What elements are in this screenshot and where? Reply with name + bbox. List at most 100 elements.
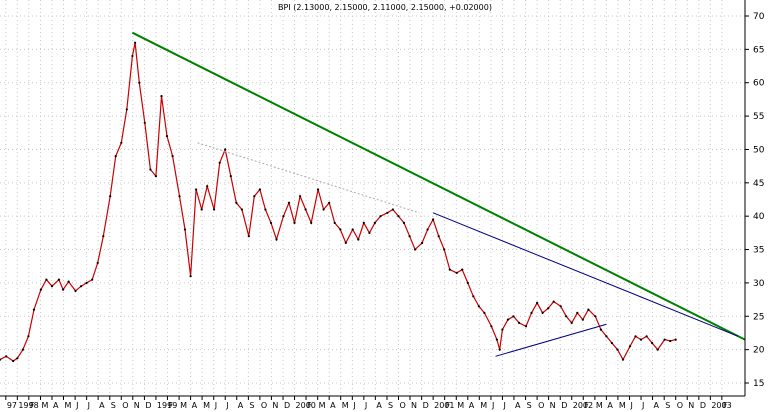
trendline xyxy=(432,212,739,337)
price-point xyxy=(656,348,659,351)
x-tick-label: F xyxy=(307,401,312,410)
price-point xyxy=(57,278,61,281)
price-point xyxy=(426,228,429,231)
trendline xyxy=(495,323,607,357)
price-point xyxy=(5,355,8,358)
x-tick-label: A xyxy=(376,401,382,410)
x-tick-label: M xyxy=(41,401,48,410)
price-point xyxy=(616,348,619,351)
price-point xyxy=(536,301,539,304)
x-tick-label: F xyxy=(446,401,451,410)
price-point xyxy=(160,95,163,98)
price-point xyxy=(576,311,579,314)
price-point xyxy=(310,221,313,224)
x-tick-label: 97 xyxy=(7,401,17,410)
price-point xyxy=(483,311,486,314)
x-tick-label: S xyxy=(388,401,393,410)
price-point xyxy=(368,231,371,234)
price-point xyxy=(339,228,342,231)
price-point xyxy=(264,208,267,211)
x-tick-label: N xyxy=(688,401,694,410)
price-point xyxy=(559,305,562,308)
price-point xyxy=(304,208,307,211)
x-tick-label: 2000 xyxy=(296,401,316,410)
price-point xyxy=(432,218,435,221)
price-point xyxy=(322,208,325,211)
x-tick-label: 1999 xyxy=(157,401,177,410)
x-tick-label: J xyxy=(641,401,644,410)
price-point xyxy=(206,185,209,188)
x-tick-label: A xyxy=(99,401,105,410)
price-point xyxy=(109,195,112,198)
price-point xyxy=(498,348,501,351)
x-tick-label: O xyxy=(122,401,128,410)
y-tick-label: 50 xyxy=(753,145,765,155)
x-tick-label: A xyxy=(607,401,613,410)
price-point xyxy=(0,358,2,361)
x-tick-label: F xyxy=(584,401,589,410)
x-tick-label: D xyxy=(423,401,429,410)
price-point xyxy=(587,308,590,311)
price-point xyxy=(114,155,117,158)
x-tick-label: N xyxy=(550,401,556,410)
price-point xyxy=(552,300,555,303)
x-tick-label: A xyxy=(192,401,198,410)
x-tick-label: 2002 xyxy=(573,401,593,410)
price-point xyxy=(524,325,528,328)
price-point xyxy=(472,295,475,298)
price-point xyxy=(408,235,411,238)
price-point xyxy=(67,280,70,283)
price-point xyxy=(183,228,187,231)
x-tick-label: M xyxy=(457,401,464,410)
price-point xyxy=(455,271,458,274)
chart-title: BPI (2.13000, 2.15000, 2.11000, 2.15000,… xyxy=(278,3,492,12)
y-axis-ticks: 15 20 25 30 35 40 45 50 55 60 65 70 xyxy=(745,12,765,389)
price-point xyxy=(594,315,597,318)
x-tick-label: M xyxy=(596,401,603,410)
price-point xyxy=(149,168,152,171)
price-point xyxy=(247,235,250,238)
y-tick-label: 55 xyxy=(753,112,764,122)
x-tick-label: S xyxy=(111,401,116,410)
price-point xyxy=(328,201,331,204)
price-point xyxy=(645,335,648,338)
price-point xyxy=(125,108,128,111)
price-point xyxy=(12,359,15,363)
y-tick-label: 20 xyxy=(753,346,765,356)
x-tick-label: M xyxy=(342,401,349,410)
price-point xyxy=(669,339,672,343)
y-tick-label: 45 xyxy=(753,179,764,189)
x-tick-label: M xyxy=(319,401,326,410)
price-point xyxy=(293,221,296,224)
price-point xyxy=(461,268,464,271)
x-tick-label: D xyxy=(145,401,151,410)
price-point xyxy=(373,221,376,224)
price-point xyxy=(518,321,521,324)
price-point xyxy=(27,335,30,338)
price-point xyxy=(547,307,550,310)
price-point xyxy=(448,268,451,271)
x-tick-label: A xyxy=(515,401,521,410)
price-point xyxy=(651,341,654,345)
price-point xyxy=(275,238,278,241)
price-point xyxy=(253,195,256,198)
trendline xyxy=(131,31,746,341)
x-tick-label: A xyxy=(53,401,59,410)
trendlines xyxy=(131,31,746,357)
price-point xyxy=(599,328,603,331)
price-point xyxy=(397,215,400,218)
x-tick-label: J xyxy=(75,401,78,410)
x-tick-label: S xyxy=(249,401,254,410)
price-point xyxy=(512,315,515,318)
x-tick-label: M xyxy=(180,401,187,410)
price-point xyxy=(269,221,273,224)
price-point xyxy=(570,321,573,324)
x-tick-label: O xyxy=(399,401,405,410)
price-point xyxy=(80,285,83,288)
price-point xyxy=(50,285,54,288)
price-point xyxy=(165,135,169,138)
price-point xyxy=(134,41,137,44)
price-point xyxy=(39,288,43,291)
